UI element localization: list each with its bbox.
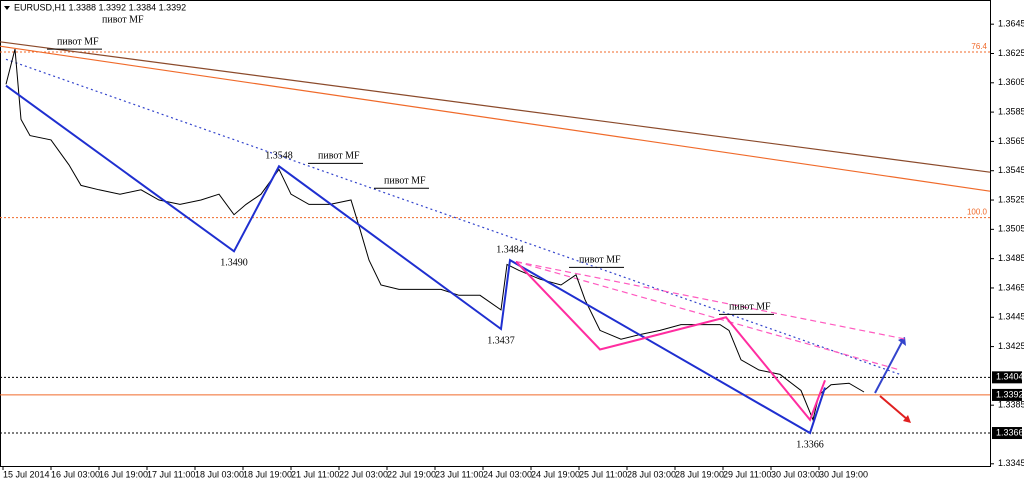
trend-line	[515, 261, 901, 371]
x-tick-label: 28 Jul 03:00	[627, 469, 676, 479]
zigzag	[5, 84, 826, 435]
x-tick-label: 25 Jul 11:00	[579, 469, 627, 479]
y-tick-label: 1.3505	[998, 224, 1024, 234]
zigzag	[515, 260, 826, 422]
plot-frame	[0, 0, 991, 467]
pivot-price: 1.3490	[220, 258, 248, 269]
y-tick-label: 1.3525	[998, 194, 1024, 204]
y-tick-label: 1.3605	[998, 77, 1024, 87]
y-tick-label: 1.3345	[998, 458, 1024, 468]
x-tick-label: 22 Jul 19:00	[387, 469, 436, 479]
pivot-price: 1.3366	[796, 439, 824, 450]
x-tick-label: 15 Jul 2014	[3, 469, 50, 479]
y-tick-label: 1.3545	[998, 165, 1024, 175]
price-line	[5, 48, 865, 422]
price-box-label: 1.3392	[996, 389, 1024, 399]
pivot-label: пивот MF	[384, 176, 426, 187]
x-tick-label: 23 Jul 11:00	[435, 469, 483, 479]
level-label: 76.4	[971, 42, 987, 51]
x-tick-label: 17 Jul 11:00	[147, 469, 195, 479]
x-tick-label: 21 Jul 11:00	[291, 469, 339, 479]
pivot-price: 1.3484	[496, 244, 524, 255]
x-tick-label: 18 Jul 19:00	[243, 469, 292, 479]
pivot-price: 1.3548	[265, 151, 293, 162]
trend-line	[0, 41, 991, 173]
y-tick-label: 1.3485	[998, 253, 1024, 263]
y-tick-label: 1.3585	[998, 106, 1024, 116]
chart-title: EURUSD,H1 1.3388 1.3392 1.3384 1.3392	[14, 2, 186, 12]
trend-line	[0, 45, 991, 192]
x-tick-label: 16 Jul 03:00	[51, 469, 100, 479]
price-box-label: 1.3366	[996, 427, 1024, 437]
pivot-label: пивот MF	[318, 151, 360, 162]
x-tick-label: 22 Jul 03:00	[339, 469, 388, 479]
x-tick-label: 16 Jul 19:00	[99, 469, 148, 479]
arrow-head	[903, 415, 911, 423]
forecast-up	[874, 339, 904, 394]
x-tick-label: 24 Jul 19:00	[531, 469, 580, 479]
forecast-down	[879, 395, 909, 421]
y-tick-label: 1.3445	[998, 312, 1024, 322]
pivot-label: пивот MF	[57, 36, 99, 47]
y-tick-label: 1.3645	[998, 19, 1024, 29]
price-box-label: 1.3404	[996, 372, 1024, 382]
pivot-label: пивот MF	[729, 302, 771, 313]
price-box	[992, 427, 1022, 440]
x-tick-label: 28 Jul 19:00	[675, 469, 724, 479]
pivot-price: 1.3437	[487, 335, 515, 346]
y-tick-label: 1.3465	[998, 282, 1024, 292]
x-tick-label: 30 Jul 03:00	[771, 469, 820, 479]
level-label: 100.0	[967, 208, 988, 217]
y-tick-label: 1.3385	[998, 400, 1024, 410]
y-tick-label: 1.3625	[998, 48, 1024, 58]
x-tick-label: 24 Jul 03:00	[483, 469, 532, 479]
y-tick-label: 1.3425	[998, 341, 1024, 351]
pivot-label: пивот MF	[579, 255, 621, 266]
price-box	[992, 388, 1022, 401]
trend-line	[515, 261, 907, 340]
pivot-label: пивот MF	[102, 14, 144, 25]
y-tick-label: 1.3565	[998, 136, 1024, 146]
x-tick-label: 18 Jul 03:00	[195, 469, 244, 479]
title-arrow	[4, 6, 10, 10]
price-box	[992, 371, 1022, 384]
x-tick-label: 30 Jul 19:00	[819, 469, 868, 479]
x-tick-label: 29 Jul 11:00	[723, 469, 771, 479]
